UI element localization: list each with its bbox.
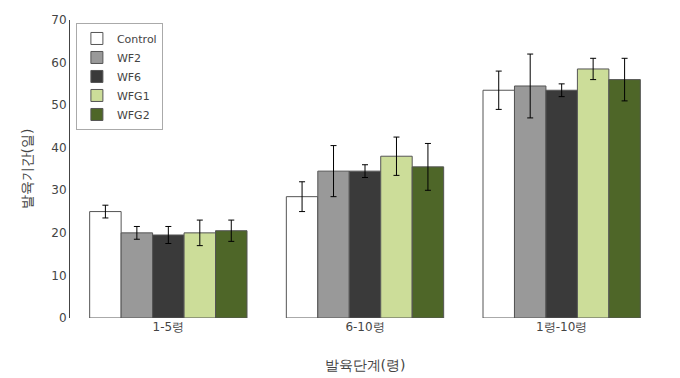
svg-text:70: 70 <box>51 13 66 27</box>
svg-text:WFG1: WFG1 <box>117 90 150 103</box>
svg-text:Control: Control <box>117 33 157 46</box>
svg-text:50: 50 <box>51 98 66 112</box>
svg-text:WF2: WF2 <box>117 52 141 65</box>
svg-text:20: 20 <box>51 226 66 240</box>
svg-text:30: 30 <box>51 183 66 197</box>
svg-text:0: 0 <box>59 311 67 325</box>
svg-text:40: 40 <box>51 141 66 155</box>
svg-text:1-5령: 1-5령 <box>153 320 185 334</box>
svg-text:10: 10 <box>51 269 66 283</box>
svg-text:발육단계(령): 발육단계(령) <box>325 357 406 373</box>
svg-text:WFG2: WFG2 <box>117 109 150 122</box>
svg-text:발육기간(일): 발육기간(일) <box>19 129 35 210</box>
svg-text:1령-10령: 1령-10령 <box>536 320 587 334</box>
svg-text:60: 60 <box>51 56 66 70</box>
svg-text:6-10령: 6-10령 <box>345 320 384 334</box>
svg-text:WF6: WF6 <box>117 71 141 84</box>
